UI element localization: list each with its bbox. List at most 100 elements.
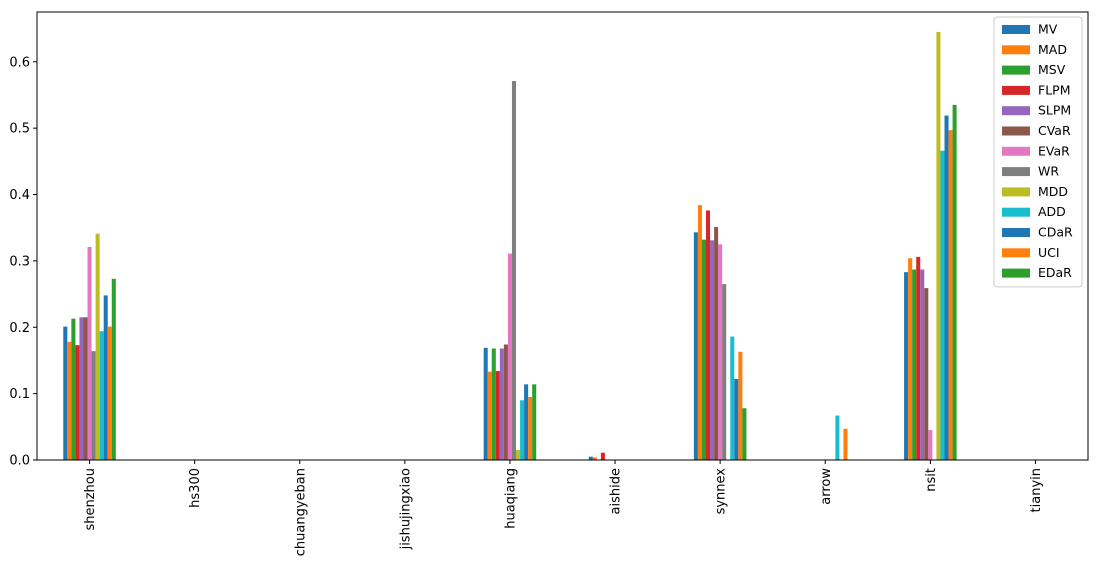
y-tick-label: 0.3 (9, 254, 30, 269)
bar-slpm-huaqiang (499, 348, 504, 460)
bar-uci-huaqiang (528, 396, 533, 460)
bar-mad-synnex (697, 205, 702, 460)
legend-swatch-flpm (1002, 85, 1030, 95)
legend-label-add: ADD (1038, 204, 1066, 219)
y-axis: 0.0 0.1 0.2 0.3 0.4 0.5 0.6 (9, 55, 37, 469)
x-tick-label: shenzhou (83, 468, 98, 531)
legend-label-mad: MAD (1038, 42, 1067, 57)
legend-label-edar: EDaR (1038, 265, 1072, 280)
bar-add-arrow (835, 415, 840, 460)
bar-flpm-huaqiang (495, 371, 500, 460)
bar-add-synnex (730, 336, 735, 460)
bar-uci-arrow (843, 428, 848, 460)
bar-mv-shenzhou (63, 326, 68, 460)
legend-swatch-wr (1002, 167, 1030, 177)
legend-label-wr: WR (1038, 164, 1059, 179)
y-tick-label: 0.0 (9, 454, 30, 469)
bar-mdd-shenzhou (95, 233, 100, 460)
y-tick-label: 0.2 (9, 321, 30, 336)
bar-msv-synnex (701, 239, 706, 460)
bar-cdar-shenzhou (103, 295, 108, 460)
bar-mv-huaqiang (483, 347, 488, 460)
bar-msv-huaqiang (491, 348, 496, 460)
bar-flpm-aishide (600, 452, 605, 460)
legend-swatch-msv (1002, 65, 1030, 75)
bar-flpm-synnex (706, 210, 711, 460)
legend-label-mv: MV (1038, 22, 1058, 37)
bar-cvar-huaqiang (503, 344, 508, 460)
bar-cdar-synnex (734, 379, 739, 460)
legend-label-slpm: SLPM (1038, 103, 1071, 118)
x-tick-label: chuangyeban (293, 468, 308, 556)
legend-swatch-mdd (1002, 187, 1030, 197)
x-tick-label: arrow (819, 468, 834, 505)
legend: MV MAD MSV FLPM SLPM CVaR EVaR WR MDD ADD CDaR UCI E… (993, 16, 1083, 288)
x-tick-label: tianyin (1029, 468, 1044, 512)
bar-add-huaqiang (520, 400, 525, 460)
bar-uci-shenzhou (107, 326, 112, 460)
bar-cvar-nsit (924, 288, 929, 460)
bar-cdar-huaqiang (524, 384, 529, 460)
legend-label-uci: UCI (1038, 245, 1060, 260)
bar-wr-shenzhou (91, 351, 96, 460)
legend-swatch-mv (1002, 25, 1030, 34)
legend-swatch-cvar (1002, 126, 1030, 136)
legend-swatch-uci (1002, 248, 1030, 258)
bars-group (63, 31, 957, 461)
legend-label-msv: MSV (1038, 62, 1066, 77)
bar-msv-nsit (912, 269, 917, 460)
bar-edar-nsit (952, 104, 957, 461)
bar-mdd-nsit (936, 31, 941, 460)
bar-wr-synnex (722, 284, 727, 460)
bar-evar-synnex (718, 244, 723, 460)
bar-add-nsit (940, 150, 945, 460)
bar-mv-aishide (588, 456, 593, 460)
bar-mv-nsit (904, 272, 909, 460)
bar-edar-synnex (742, 408, 747, 460)
bar-cvar-shenzhou (83, 317, 88, 460)
x-tick-label: nsit (924, 468, 939, 492)
bar-mad-shenzhou (67, 341, 72, 460)
bar-edar-huaqiang (532, 384, 537, 460)
bar-wr-huaqiang (511, 81, 517, 460)
x-tick-label: synnex (714, 468, 729, 515)
y-tick-label: 0.4 (9, 188, 30, 203)
x-tick-label: hs300 (188, 468, 203, 508)
bar-mad-nsit (908, 258, 913, 460)
y-tick-label: 0.6 (9, 55, 30, 70)
x-axis: shenzhou hs300 chuangyeban jishujingxiao hua… (83, 460, 1044, 556)
legend-swatch-evar (1002, 146, 1030, 156)
bar-uci-nsit (948, 130, 953, 460)
bar-msv-shenzhou (71, 318, 76, 460)
bar-mdd-huaqiang (516, 450, 521, 460)
bar-slpm-synnex (710, 240, 715, 460)
bar-evar-huaqiang (507, 253, 512, 460)
legend-label-mdd: MDD (1038, 184, 1068, 199)
bar-cdar-nsit (944, 115, 949, 460)
x-tick-label: jishujingxiao (398, 468, 413, 550)
legend-swatch-add (1002, 207, 1030, 217)
legend-label-flpm: FLPM (1038, 82, 1070, 97)
legend-label-cdar: CDaR (1038, 225, 1073, 240)
y-tick-label: 0.5 (9, 122, 30, 137)
legend-box (993, 16, 1083, 288)
legend-swatch-mad (1002, 45, 1030, 55)
bar-evar-nsit (928, 430, 933, 460)
bar-mad-huaqiang (487, 371, 492, 460)
bar-add-shenzhou (99, 331, 104, 460)
x-tick-label: huaqiang (503, 468, 518, 529)
y-tick-label: 0.1 (9, 387, 30, 402)
bar-flpm-shenzhou (75, 345, 80, 460)
plot-frame (36, 11, 1089, 461)
bar-edar-shenzhou (111, 278, 116, 460)
legend-swatch-cdar (1002, 228, 1030, 237)
bar-flpm-nsit (916, 256, 921, 460)
x-tick-label: aishide (609, 468, 624, 514)
legend-label-cvar: CVaR (1038, 123, 1071, 138)
bar-slpm-nsit (920, 269, 925, 460)
legend-swatch-edar (1002, 268, 1030, 278)
bar-cvar-synnex (714, 227, 719, 460)
legend-swatch-slpm (1002, 106, 1030, 116)
bar-evar-shenzhou (87, 246, 92, 460)
